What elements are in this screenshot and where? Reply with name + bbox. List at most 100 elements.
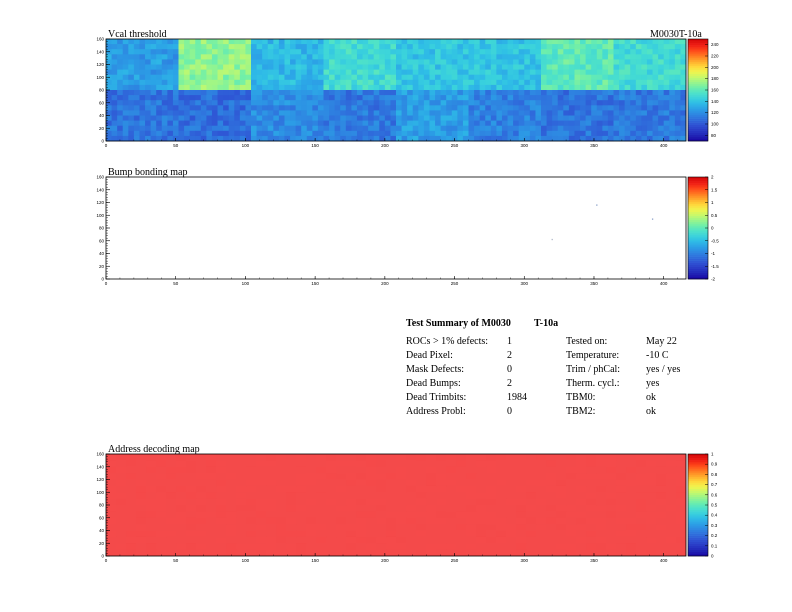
heatmap-cell <box>674 49 681 55</box>
heatmap-cell <box>211 110 218 116</box>
x-tick-label: 150 <box>311 281 319 286</box>
heatmap-cell <box>418 64 425 70</box>
heatmap-cell <box>446 39 452 45</box>
heatmap-cell <box>485 64 492 70</box>
heatmap-cell <box>211 64 218 70</box>
heatmap-cell <box>284 110 291 116</box>
heatmap-cell <box>446 49 452 55</box>
heatmap-cell <box>669 74 676 80</box>
heatmap-cell <box>206 466 217 474</box>
heatmap-cell <box>479 105 486 111</box>
heatmap-cell <box>306 130 313 137</box>
heatmap-cell <box>386 536 397 544</box>
heatmap-cell <box>506 530 517 538</box>
heatmap-cell <box>156 473 167 480</box>
heatmap-cell <box>535 39 542 45</box>
heatmap-cell <box>635 130 642 137</box>
heatmap-cell <box>423 39 430 45</box>
heatmap-cell <box>390 69 397 75</box>
heatmap-cell <box>456 473 467 480</box>
heatmap-cell <box>680 130 687 137</box>
heatmap-cell <box>556 485 567 493</box>
heatmap-cell <box>296 549 307 557</box>
heatmap-cell <box>416 460 427 467</box>
heatmap-cell <box>646 479 657 487</box>
heatmap-cell <box>226 498 237 506</box>
heatmap-cell <box>406 485 417 493</box>
color-scale-band <box>688 525 708 528</box>
heatmap-cell <box>462 39 469 45</box>
heatmap-cell <box>295 64 302 70</box>
heatmap-cell <box>607 90 614 96</box>
heatmap-cell <box>636 543 647 550</box>
heatmap-cell <box>295 44 302 50</box>
heatmap-cell <box>167 79 174 86</box>
y-tick-label: 60 <box>99 515 105 520</box>
heatmap-cell <box>557 74 564 80</box>
heatmap-cell <box>340 39 347 45</box>
heatmap-cell <box>490 84 497 91</box>
heatmap-cell <box>446 498 457 506</box>
heatmap-cell <box>580 54 586 60</box>
heatmap-cell <box>596 105 603 111</box>
heatmap-cell <box>596 524 607 531</box>
heatmap-cell <box>284 69 291 75</box>
heatmap-cell <box>466 543 477 550</box>
heatmap-cell <box>296 505 307 512</box>
heatmap-cell <box>273 120 280 126</box>
heatmap-cell <box>446 135 452 142</box>
heatmap-cell <box>223 135 229 142</box>
heatmap-cell <box>474 84 480 91</box>
heatmap-cell <box>226 511 237 518</box>
heatmap-cell <box>362 39 369 45</box>
heatmap-cell <box>251 95 257 101</box>
heatmap-cell <box>485 110 492 116</box>
heatmap-cell <box>256 95 263 101</box>
z-tick-label: 140 <box>711 99 719 104</box>
color-scale-band <box>688 77 708 81</box>
heatmap-cell <box>501 120 508 126</box>
heatmap-cell <box>412 79 419 86</box>
heatmap-cell <box>591 130 597 137</box>
heatmap-cell <box>556 454 567 461</box>
heatmap-cell <box>200 95 207 101</box>
heatmap-cell <box>496 54 503 60</box>
color-scale-band <box>688 460 708 463</box>
heatmap-cell <box>128 59 135 65</box>
heatmap-cell <box>507 135 514 142</box>
heatmap-cell <box>457 135 464 142</box>
heatmap-cell <box>390 39 397 45</box>
heatmap-cell <box>262 69 268 75</box>
heatmap-cell <box>435 54 441 60</box>
heatmap-cell <box>189 100 196 106</box>
heatmap-cell <box>624 100 631 106</box>
heatmap-cell <box>541 105 547 111</box>
heatmap-cell <box>426 498 437 506</box>
heatmap-cell <box>535 130 542 137</box>
heatmap-cell <box>273 39 280 45</box>
heatmap-cell <box>167 105 174 111</box>
roc-block <box>468 90 542 142</box>
heatmap-cell <box>435 90 441 96</box>
heatmap-cell <box>117 59 123 65</box>
heatmap-cell <box>407 130 413 137</box>
y-tick-label: 120 <box>96 200 104 205</box>
z-tick-label: 0 <box>711 226 714 231</box>
heatmap-cell <box>150 120 157 126</box>
heatmap-cell <box>630 79 637 86</box>
heatmap-cell <box>340 135 347 142</box>
heatmap-cell <box>223 100 229 106</box>
color-scale-band <box>688 228 708 231</box>
heatmap-cell <box>150 74 157 80</box>
heatmap-cell <box>145 110 151 116</box>
heatmap-cell <box>145 84 151 91</box>
heatmap-cell <box>513 84 519 91</box>
heatmap-cell <box>184 49 190 55</box>
z-tick-label: -0.5 <box>711 238 719 243</box>
heatmap-cell <box>626 479 637 487</box>
heatmap-cell <box>290 64 296 70</box>
heatmap-cell <box>401 105 408 111</box>
heatmap-cell <box>273 135 280 142</box>
heatmap-cell <box>479 49 486 55</box>
heatmap-cell <box>223 90 229 96</box>
